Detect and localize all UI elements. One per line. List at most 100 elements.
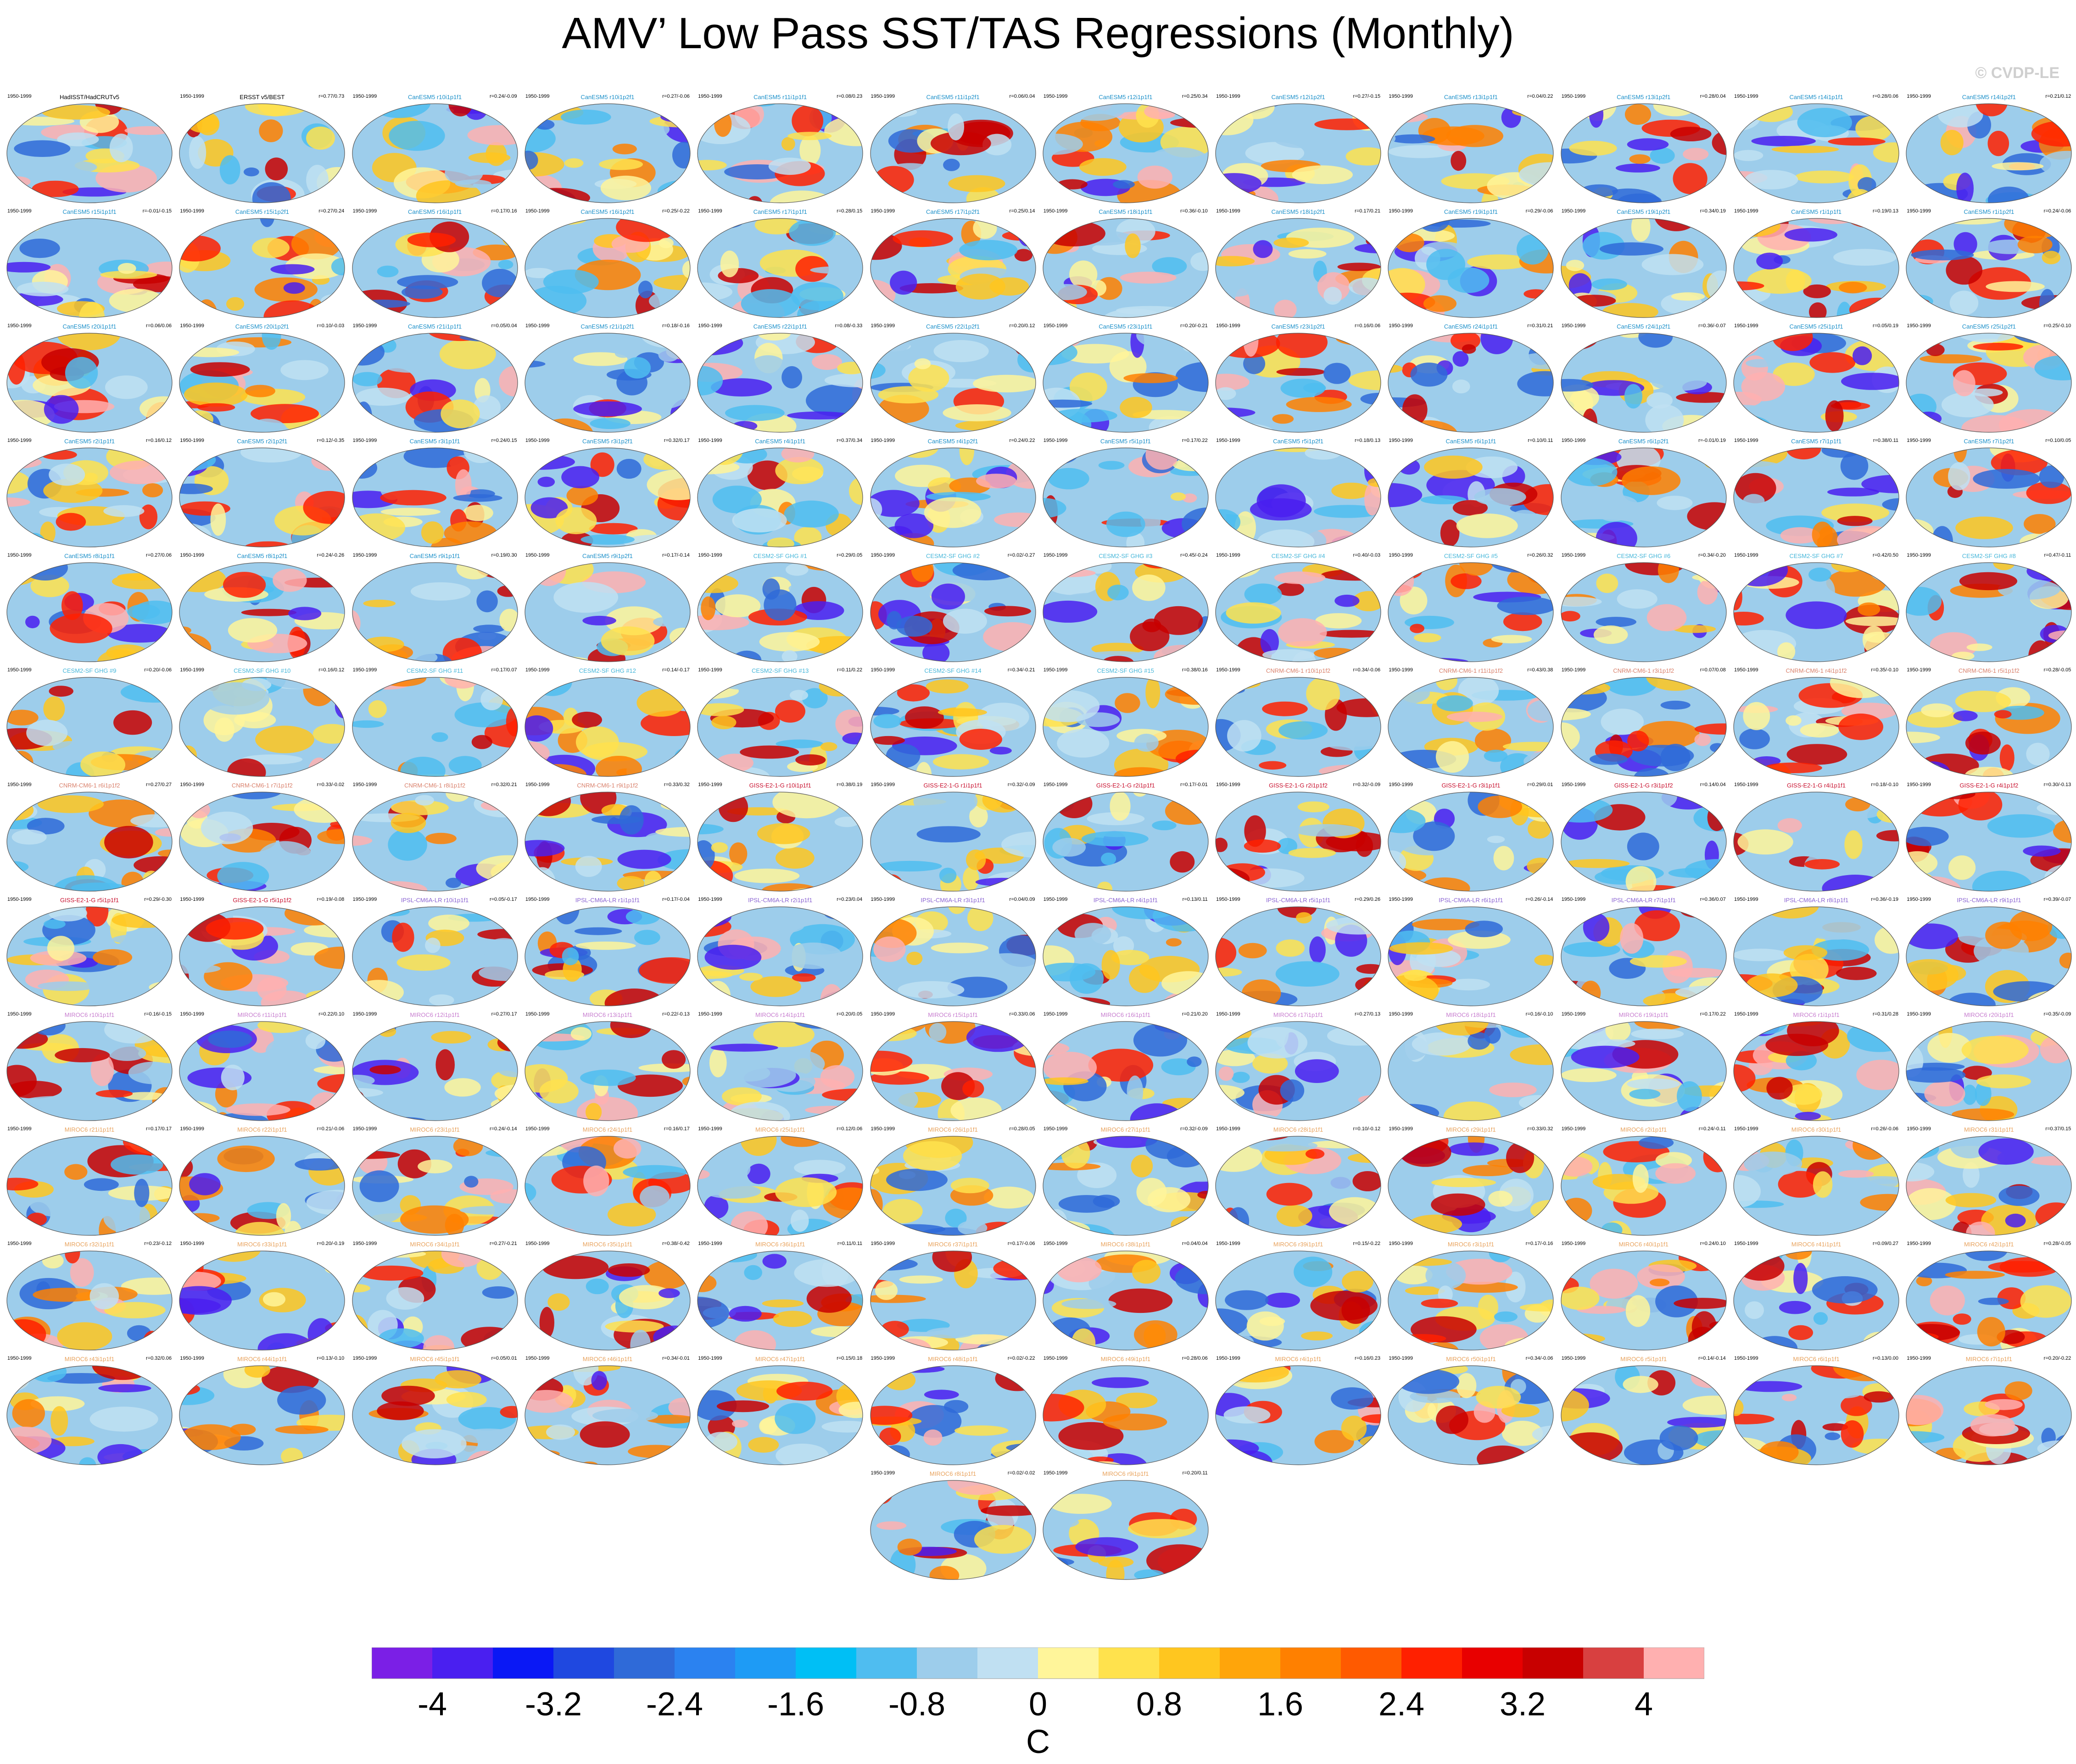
map-panel: 1950-1999 MIROC6 r10i1p1f1 r=0.16/-0.15 bbox=[5, 1010, 174, 1124]
map-globe bbox=[870, 906, 1036, 1006]
map-panel: 1950-1999 CanESM5 r12i1p2f1 r=0.27/-0.15 bbox=[1213, 92, 1383, 207]
panel-title: MIROC6 r48i1p1f1 bbox=[928, 1356, 978, 1362]
colorbar-swatch bbox=[1583, 1647, 1644, 1679]
panel-period: 1950-1999 bbox=[352, 208, 377, 214]
panel-period: 1950-1999 bbox=[525, 1126, 550, 1132]
panel-period: 1950-1999 bbox=[698, 1241, 722, 1246]
panel-correlation: r=0.28/0.06 bbox=[1873, 94, 1898, 99]
map-globe bbox=[1043, 906, 1209, 1006]
map-globe bbox=[352, 677, 518, 777]
panel-correlation: r=0.32/-0.09 bbox=[1353, 782, 1381, 787]
map-globe bbox=[352, 1365, 518, 1465]
map-globe bbox=[870, 792, 1036, 892]
map-panel: 1950-1999 IPSL-CM6A-LR r3i1p1f1 r=0.04/0.0… bbox=[868, 895, 1038, 1010]
panel-title: MIROC6 r36i1p1f1 bbox=[755, 1241, 805, 1248]
panel-period: 1950-1999 bbox=[352, 897, 377, 902]
map-globe bbox=[352, 1136, 518, 1236]
map-globe bbox=[1388, 218, 1554, 318]
map-panel: 1950-1999 CanESM5 r17i1p2f1 r=0.25/0.14 bbox=[868, 207, 1038, 321]
panel-correlation: r=0.02/-0.27 bbox=[1007, 553, 1035, 558]
panel-correlation: r=0.12/0.06 bbox=[837, 1126, 863, 1132]
panel-period: 1950-1999 bbox=[352, 1126, 377, 1132]
panel-title: CESM2-SF GHG #5 bbox=[1444, 553, 1498, 559]
panel-title: GISS-E2-1-G r2i1p1f1 bbox=[1096, 782, 1155, 789]
map-panel: 1950-1999 MIROC6 r36i1p1f1 r=0.11/0.11 bbox=[695, 1239, 865, 1354]
panel-correlation: r=0.02/-0.22 bbox=[1007, 1356, 1035, 1361]
colorbar-swatch bbox=[432, 1647, 493, 1679]
map-panel: 1950-1999 MIROC6 r3i1p1f1 r=0.17/-0.16 bbox=[1386, 1239, 1556, 1354]
panel-title: CNRM-CM6-1 r4i1p1f2 bbox=[1786, 667, 1847, 674]
panel-correlation: r=0.27/0.06 bbox=[146, 553, 172, 558]
panel-title: CESM2-SF GHG #7 bbox=[1789, 553, 1843, 559]
panel-correlation: r=0.22/0.10 bbox=[318, 1011, 345, 1017]
colorbar-swatch bbox=[1220, 1647, 1281, 1679]
colorbar-swatch bbox=[856, 1647, 917, 1679]
map-globe bbox=[1906, 792, 2072, 892]
panel-correlation: r=0.20/-0.19 bbox=[317, 1241, 345, 1246]
map-panel: 1950-1999 CanESM5 r8i1p1f1 r=0.27/0.06 bbox=[5, 551, 174, 665]
panel-title: MIROC6 r24i1p1f1 bbox=[582, 1126, 633, 1133]
panel-correlation: r=0.10/0.05 bbox=[2045, 438, 2071, 443]
panel-period: 1950-1999 bbox=[180, 553, 204, 558]
panel-period: 1950-1999 bbox=[1043, 667, 1068, 673]
panel-correlation: r=0.32/0.21 bbox=[491, 782, 517, 787]
map-globe bbox=[1043, 792, 1209, 892]
map-globe bbox=[352, 218, 518, 318]
map-panel: 1950-1999 MIROC6 r39i1p1f1 r=0.15/-0.22 bbox=[1213, 1239, 1383, 1354]
map-panel: 1950-1999 GISS-E2-1-G r5i1p1f2 r=0.19/-0.0… bbox=[177, 895, 347, 1010]
panel-title: MIROC6 r15i1p1f1 bbox=[928, 1011, 978, 1018]
colorbar-swatch bbox=[1644, 1647, 1704, 1679]
panel-period: 1950-1999 bbox=[698, 1126, 722, 1132]
map-globe bbox=[1733, 1365, 1899, 1465]
map-globe bbox=[525, 447, 691, 547]
panel-period: 1950-1999 bbox=[1216, 323, 1240, 329]
panel-period: 1950-1999 bbox=[525, 782, 550, 787]
map-globe bbox=[525, 103, 691, 203]
panel-period: 1950-1999 bbox=[7, 438, 32, 443]
panel-title: CanESM5 r18i1p1f1 bbox=[1099, 208, 1153, 215]
map-globe bbox=[1043, 677, 1209, 777]
map-globe bbox=[525, 1021, 691, 1121]
panel-period: 1950-1999 bbox=[525, 323, 550, 329]
map-globe bbox=[525, 1136, 691, 1236]
panel-title: CanESM5 r10i1p2f1 bbox=[580, 94, 635, 100]
map-globe bbox=[870, 333, 1036, 433]
map-panel: 1950-1999 CanESM5 r15i1p2f1 r=0.27/0.24 bbox=[177, 207, 347, 321]
colorbar-swatch bbox=[917, 1647, 978, 1679]
panel-title: MIROC6 r10i1p1f1 bbox=[64, 1011, 115, 1018]
map-panel: 1950-1999 IPSL-CM6A-LR r8i1p1f1 r=0.36/-0.… bbox=[1731, 895, 1901, 1010]
panel-correlation: r=0.34/-0.20 bbox=[1698, 553, 1726, 558]
map-globe bbox=[525, 906, 691, 1006]
map-globe bbox=[1561, 1136, 1727, 1236]
map-panel: 1950-1999 CNRM-CM6-1 r11i1p1f2 r=0.43/0.38 bbox=[1386, 665, 1556, 780]
map-panel: 1950-1999 CESM2-SF GHG #9 r=0.20/-0.06 bbox=[5, 665, 174, 780]
panel-correlation: r=0.17/-0.06 bbox=[1007, 1241, 1035, 1246]
map-panel: 1950-1999 CanESM5 r6i1p2f1 r=-0.01/0.19 bbox=[1559, 436, 1729, 551]
panel-correlation: r=0.34/-0.21 bbox=[1007, 667, 1035, 673]
panel-correlation: r=0.24/0.15 bbox=[491, 438, 517, 443]
panel-period: 1950-1999 bbox=[871, 782, 895, 787]
panel-correlation: r=0.22/-0.13 bbox=[662, 1011, 690, 1017]
map-globe bbox=[1388, 562, 1554, 662]
map-globe bbox=[1733, 562, 1899, 662]
panel-title: CanESM5 r2i1p1f1 bbox=[64, 438, 115, 445]
panel-period: 1950-1999 bbox=[1907, 208, 1931, 214]
map-panel: 1950-1999 CanESM5 r22i1p2f1 r=0.20/0.12 bbox=[868, 321, 1038, 436]
panel-title: IPSL-CM6A-LR r2i1p1f1 bbox=[748, 897, 813, 904]
map-panel: 1950-1999 ERSST v5/BEST r=0.77/0.73 bbox=[177, 92, 347, 207]
panel-title: MIROC6 r9i1p1f1 bbox=[1102, 1470, 1149, 1477]
panel-correlation: r=0.21/0.12 bbox=[2045, 94, 2071, 99]
panel-period: 1950-1999 bbox=[1907, 94, 1931, 99]
map-panel: 1950-1999 CanESM5 r3i1p2f1 r=0.32/0.17 bbox=[523, 436, 692, 551]
panel-title: CanESM5 r21i1p2f1 bbox=[580, 323, 635, 330]
panel-title: CanESM5 r1i1p2f1 bbox=[1964, 208, 2015, 215]
panel-correlation: r=0.16/-0.10 bbox=[1525, 1011, 1553, 1017]
panel-title: MIROC6 r42i1p1f1 bbox=[1964, 1241, 2014, 1248]
map-panel: 1950-1999 MIROC6 r28i1p1f1 r=0.10/-0.12 bbox=[1213, 1124, 1383, 1239]
map-globe bbox=[1733, 906, 1899, 1006]
map-globe bbox=[1388, 792, 1554, 892]
panel-correlation: r=0.17/0.16 bbox=[491, 208, 517, 214]
map-globe bbox=[1733, 677, 1899, 777]
map-panel: 1950-1999 CanESM5 r20i1p2f1 r=0.10/-0.03 bbox=[177, 321, 347, 436]
map-panel: 1950-1999 CanESM5 r23i1p2f1 r=0.16/0.06 bbox=[1213, 321, 1383, 436]
